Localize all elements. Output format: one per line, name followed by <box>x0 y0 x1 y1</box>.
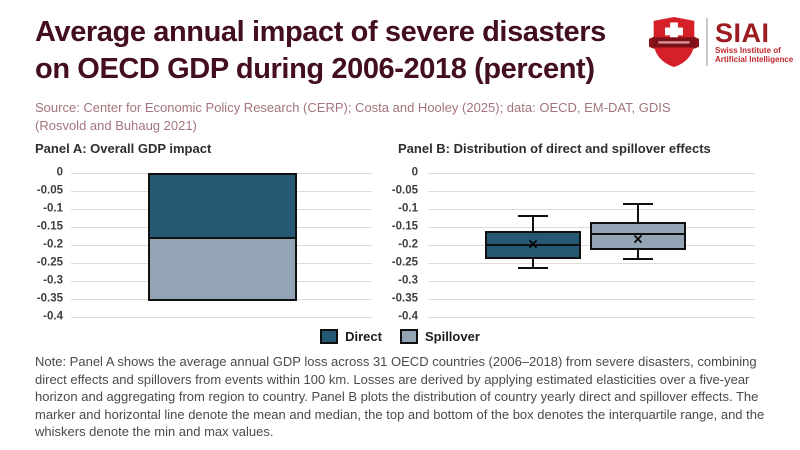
panel-a-title: Panel A: Overall GDP impact <box>35 141 212 156</box>
median-line-direct <box>485 244 581 246</box>
panel-a-y-axis: 0 -0.05 -0.1 -0.15 -0.2 -0.25 -0.3 -0.35 -0.4 <box>30 167 63 323</box>
y-tick-label: -0.15 <box>391 220 418 233</box>
siai-shield-icon <box>649 17 699 67</box>
y-tick-label: -0.1 <box>398 202 418 215</box>
gridline <box>428 173 755 174</box>
gridline <box>428 263 755 264</box>
legend-swatch-spillover <box>399 329 418 344</box>
legend-label-spillover: Spillover <box>424 329 480 344</box>
whisker-upper-direct <box>532 216 534 231</box>
y-tick-label: 0 <box>411 166 418 179</box>
bar-segment-spillover <box>150 238 295 299</box>
y-tick-label: 0 <box>56 166 63 179</box>
y-tick-label: -0.4 <box>43 310 63 323</box>
logo-name-line-1: Swiss Institute of <box>715 46 781 55</box>
y-tick-label: -0.2 <box>398 238 418 251</box>
page-title: Average annual impact of severe disaster… <box>35 14 606 88</box>
logo-divider <box>706 18 708 66</box>
y-tick-label: -0.3 <box>43 274 63 287</box>
y-tick-label: -0.25 <box>391 256 418 269</box>
panel-b-y-axis: 0 -0.05 -0.1 -0.15 -0.2 -0.25 -0.3 -0.35 -0.4 <box>385 167 418 323</box>
y-tick-label: -0.05 <box>36 184 63 197</box>
bar-segment-boundary <box>150 237 295 239</box>
siai-logo: SIAI Swiss Institute of Artificial Intel… <box>649 15 793 69</box>
title-line-1: Average annual impact of severe disaster… <box>35 16 606 48</box>
panel-b-title: Panel B: Distribution of direct and spil… <box>398 141 711 156</box>
source-line-2: (Rosvold and Buhaug 2021) <box>35 118 197 133</box>
y-tick-label: -0.3 <box>398 274 418 287</box>
y-tick-label: -0.4 <box>398 310 418 323</box>
whisker-cap-upper-spillover <box>623 202 653 205</box>
logo-acronym: SIAI <box>715 18 770 48</box>
panel-b-plot: × × <box>428 173 755 318</box>
y-tick-label: -0.35 <box>391 292 418 305</box>
y-tick-label: -0.25 <box>36 256 63 269</box>
logo-name-line-2: Artificial Intelligence <box>715 55 794 64</box>
whisker-lower-direct <box>532 259 534 269</box>
whisker-cap-lower-direct <box>518 267 548 270</box>
legend-label-direct: Direct <box>345 329 382 344</box>
gridline <box>428 299 755 300</box>
box-spillover <box>590 221 686 251</box>
panel-a-plot <box>71 173 372 318</box>
whisker-upper-spillover <box>637 203 639 222</box>
logo-text: SIAI Swiss Institute of Artificial Intel… <box>715 18 794 65</box>
whisker-cap-upper-direct <box>518 215 548 218</box>
whisker-cap-lower-spillover <box>623 258 653 261</box>
gridline <box>428 209 755 210</box>
bar-segment-direct <box>150 175 295 238</box>
whisker-lower-spillover <box>637 250 639 260</box>
title-line-2: on OECD GDP during 2006-2018 (percent) <box>35 53 595 85</box>
gridline <box>428 191 755 192</box>
legend-swatch-direct <box>320 329 339 344</box>
gridline <box>428 317 755 318</box>
gridline <box>71 317 372 318</box>
y-tick-label: -0.05 <box>391 184 418 197</box>
median-line-spillover <box>590 233 686 236</box>
mean-marker-spillover: × <box>632 231 644 248</box>
stacked-bar-overall <box>148 173 297 301</box>
source-note: Source: Center for Economic Policy Resea… <box>35 99 671 135</box>
note-text: Note: Panel A shows the average annual G… <box>35 354 765 439</box>
source-line-1: Source: Center for Economic Policy Resea… <box>35 100 671 115</box>
y-tick-label: -0.2 <box>43 238 63 251</box>
gridline <box>428 281 755 282</box>
chart-legend: Direct Spillover <box>0 329 800 344</box>
legend-item-direct: Direct <box>320 329 382 344</box>
mean-marker-direct: × <box>527 236 539 253</box>
legend-item-spillover: Spillover <box>399 329 480 344</box>
y-tick-label: -0.1 <box>43 202 63 215</box>
y-tick-label: -0.35 <box>36 292 63 305</box>
y-tick-label: -0.15 <box>36 220 63 233</box>
